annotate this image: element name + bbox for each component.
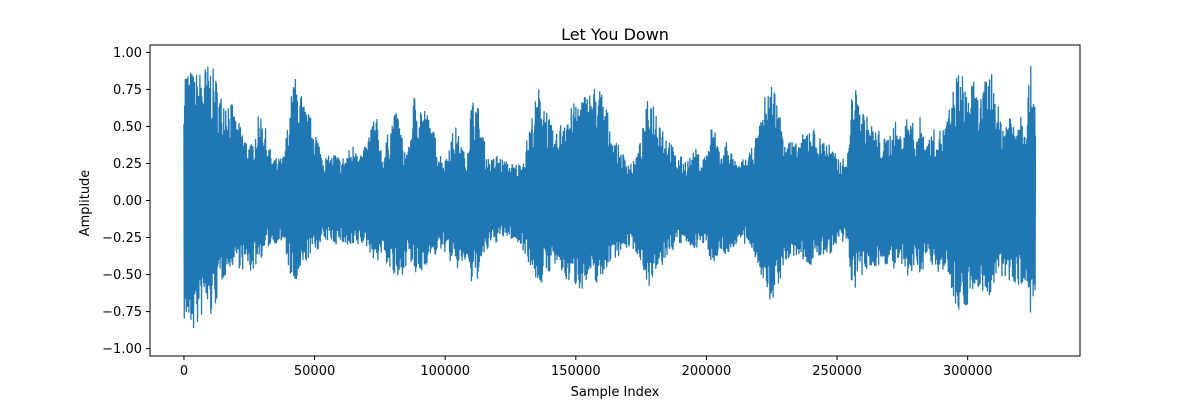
waveform-series [183, 66, 1037, 329]
x-tick-label: 150000 [551, 364, 601, 379]
chart-title: Let You Down [561, 25, 669, 44]
y-tick-label: −0.25 [102, 231, 142, 246]
x-tick-label: 0 [180, 364, 188, 379]
waveform-line [183, 66, 1037, 329]
x-tick-label: 300000 [943, 364, 993, 379]
x-tick-label: 250000 [812, 364, 862, 379]
y-tick-label: 0.75 [113, 83, 142, 98]
y-tick-label: 0.00 [113, 194, 142, 209]
y-tick-label: −0.75 [102, 305, 142, 320]
x-tick-label: 100000 [420, 364, 470, 379]
plot-area [149, 44, 1081, 357]
y-tick-label: −0.50 [102, 268, 142, 283]
y-axis: 1.00 0.75 0.50 0.25 0.00 −0.25 −0.50 −0.75 −1.00 [102, 46, 150, 357]
y-tick-label: −1.00 [102, 342, 142, 357]
x-tick-label: 200000 [682, 364, 732, 379]
y-axis-label: Amplitude [78, 170, 93, 237]
y-tick-label: 0.25 [113, 157, 142, 172]
y-tick-label: 1.00 [113, 46, 142, 61]
x-axis-label: Sample Index [571, 385, 660, 400]
x-axis: 0 50000 100000 150000 200000 250000 300000 [180, 356, 993, 379]
x-tick-label: 50000 [294, 364, 335, 379]
y-tick-label: 0.50 [113, 120, 142, 135]
